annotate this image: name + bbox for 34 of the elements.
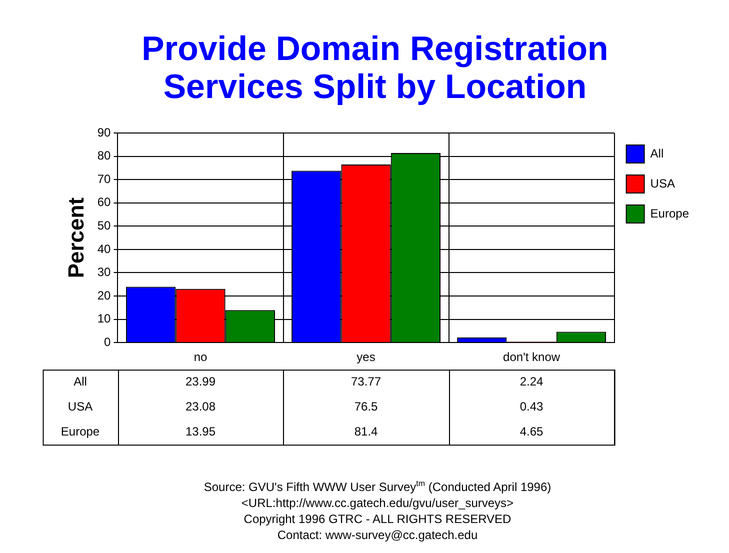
y-tick-label: 60 [97,195,112,210]
y-tick-label: 40 [97,242,112,256]
data-label: 23.99 [185,374,216,388]
text: Contact: www-survey@cc.gatech.edu [276,527,479,543]
text: Copyright 1996 GTRC - ALL RIGHTS RESERVED [242,511,512,527]
chart-title: Provide Domain Registration Services Split by Location [140,30,610,106]
legend-label: USA [650,176,675,190]
text: USA [68,399,93,414]
y-tick-label: 30 [97,265,112,280]
data-label: 81.4 [354,424,378,438]
data-label: 13.95 [185,424,216,438]
y-tick-label: 0 [104,334,112,349]
source-note: Source: GVU's Fifth WWW User Survey$^{tm}$ (Conducted April 1996) [202,478,552,495]
legend-label: Europe [650,206,690,220]
text: Europe [60,424,100,438]
y-tick-label: 10 [97,312,112,326]
y-tick-label: 80 [97,148,112,163]
text: All [74,374,87,388]
x-tick-label: no [194,350,208,364]
data-label: 76.5 [354,399,378,414]
y-tick-label: 70 [97,172,112,186]
legend-label: All [650,146,664,160]
y-tick-label: 90 [97,125,112,140]
data-label: 2.24 [520,374,544,388]
y-tick-label: 50 [97,218,112,232]
text: <URL:http://www.cc.gatech.edu/gvu/user_surveys> [240,495,515,511]
data-label: 23.08 [185,399,216,414]
y-tick-label: 20 [97,288,112,302]
x-tick-label: yes [356,350,376,364]
data-label: 73.77 [351,374,382,388]
y-axis-title: Percent [63,196,88,278]
data-label: 4.65 [520,424,544,438]
data-label: 0.43 [520,399,544,414]
x-tick-label: don't know [503,350,560,364]
